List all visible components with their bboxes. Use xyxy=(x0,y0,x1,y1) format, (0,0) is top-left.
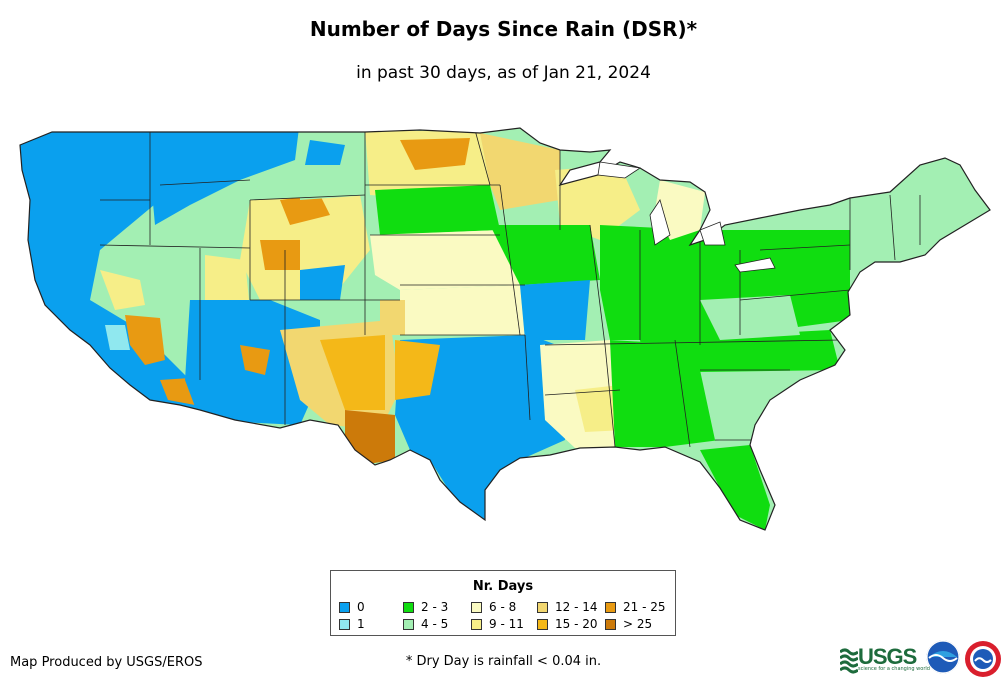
legend-swatch xyxy=(537,619,548,630)
map-title: Number of Days Since Rain (DSR)* xyxy=(309,17,698,41)
legend-item-5: 9 - 11 xyxy=(471,618,524,632)
usgs-wave-icon xyxy=(840,648,858,674)
legend-swatch xyxy=(403,602,414,613)
legend-item-4: 6 - 8 xyxy=(471,601,516,615)
legend-item-9: > 25 xyxy=(605,618,652,632)
legend-swatch xyxy=(605,619,616,630)
noaa-logo-icon xyxy=(926,640,960,674)
map-credit: Map Produced by USGS/EROS xyxy=(10,655,203,670)
legend: Nr. Days 0 1 2 - 3 4 - 5 6 - 8 9 - 11 12… xyxy=(330,570,676,636)
map-subtitle: in past 30 days, as of Jan 21, 2024 xyxy=(356,63,651,83)
footnote: * Dry Day is rainfall < 0.04 in. xyxy=(405,654,602,669)
great-lakes xyxy=(597,161,776,273)
state-boundaries xyxy=(99,129,921,448)
legend-swatch xyxy=(471,602,482,613)
legend-swatch xyxy=(537,602,548,613)
agency-logos: USGS science for a changing world xyxy=(840,638,1005,680)
legend-item-8: 21 - 25 xyxy=(605,601,666,615)
legend-swatch xyxy=(339,619,350,630)
legend-title: Nr. Days xyxy=(472,579,534,594)
nws-logo-icon xyxy=(965,641,1001,677)
usgs-tagline: science for a changing world xyxy=(858,666,930,672)
legend-item-7: 15 - 20 xyxy=(537,618,598,632)
legend-item-0: 0 xyxy=(339,601,365,615)
legend-item-3: 4 - 5 xyxy=(403,618,448,632)
legend-item-2: 2 - 3 xyxy=(403,601,448,615)
legend-item-1: 1 xyxy=(339,618,365,632)
usgs-wordmark: USGS xyxy=(858,644,917,669)
usgs-logo: USGS science for a changing world xyxy=(840,642,930,676)
legend-swatch xyxy=(605,602,616,613)
legend-item-6: 12 - 14 xyxy=(537,601,598,615)
map-regions xyxy=(20,128,990,530)
legend-swatch xyxy=(339,602,350,613)
legend-swatch xyxy=(471,619,482,630)
legend-swatch xyxy=(403,619,414,630)
